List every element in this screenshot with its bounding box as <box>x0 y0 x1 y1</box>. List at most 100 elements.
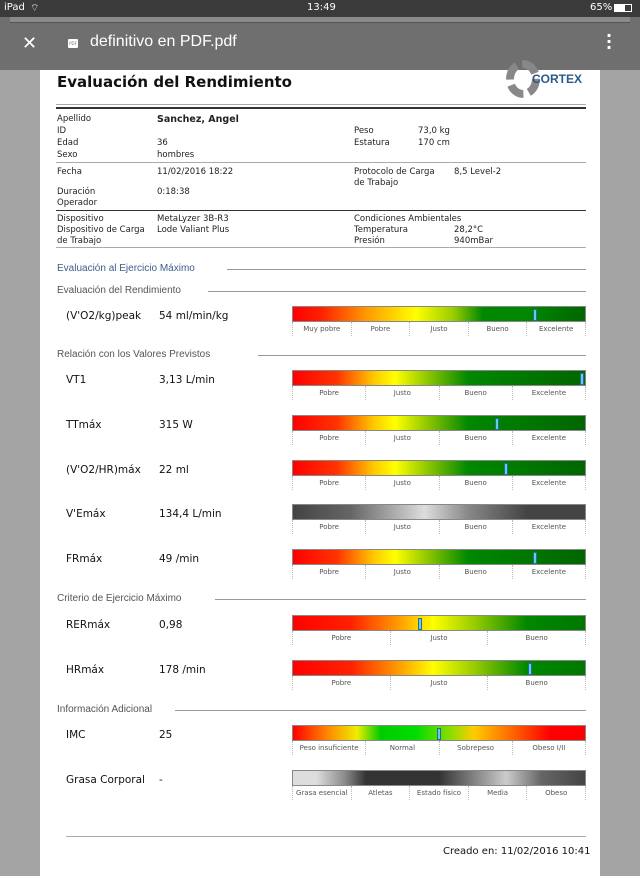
scale-tick-label: Justo <box>366 565 440 579</box>
edad: 36 <box>157 138 168 148</box>
scale-tick-label: Peso insuficiente <box>293 741 367 755</box>
value-marker <box>533 309 538 321</box>
duracion: 0:18:38 <box>157 187 190 197</box>
value-marker <box>580 373 585 385</box>
metric-label: (V'O2/HR)máx <box>66 464 141 476</box>
rating-scale: Peso insuficiente Normal Sobrepeso Obeso I/… <box>292 725 586 755</box>
scale-tick-label: Excelente <box>513 476 586 490</box>
protocolo-label: Protocolo de Carga de Trabajo <box>354 167 435 188</box>
scale-tick-label: Justo <box>391 676 489 690</box>
wifi-icon: ⌔ <box>30 3 40 14</box>
operador-label: Operador <box>57 198 98 208</box>
scale-tick-label: Pobre <box>352 322 411 336</box>
close-icon[interactable]: ✕ <box>22 33 38 54</box>
value-marker <box>504 463 509 475</box>
edad-label: Edad <box>57 138 79 148</box>
metric-label: FRmáx <box>66 553 103 565</box>
apellido-label: Apellido <box>57 114 92 124</box>
device-name: iPad <box>4 2 25 13</box>
section-heading: Relación con los Valores Previstos <box>57 349 211 360</box>
value-marker <box>495 418 500 430</box>
id-label: ID <box>57 126 67 136</box>
document-title: Evaluación del Rendimiento <box>57 73 292 91</box>
rating-bar <box>292 660 586 676</box>
pdf-viewer-toolbar: ✕ PDF definitivo en PDF.pdf · · · <box>0 17 640 70</box>
created-footer: Creado en: 11/02/2016 10:41 <box>443 846 591 857</box>
metric-value: 25 <box>159 729 173 741</box>
scale-tick-label: Excelente <box>527 322 586 336</box>
metric-label: TTmáx <box>66 419 102 431</box>
scale-tick-label: Bueno <box>440 386 513 400</box>
metric-label: Grasa Corporal <box>66 774 145 786</box>
duracion-label: Duración <box>57 187 96 197</box>
scale-tick-label: Grasa esencial <box>293 786 352 800</box>
cortex-logo: CORTEX <box>506 60 590 102</box>
value-marker <box>418 618 423 630</box>
presion: 940mBar <box>454 236 494 246</box>
apellido: Sanchez, Angel <box>157 114 239 125</box>
rating-scale: Pobre Justo Bueno Excelente <box>292 370 586 400</box>
scale-tick-label: Normal <box>366 741 440 755</box>
scale-tick-label: Justo <box>366 431 440 445</box>
dispositivo: MetaLyzer 3B-R3 <box>157 214 229 224</box>
rating-scale: Grasa esencial Atletas Estado físico Media O… <box>292 770 586 800</box>
metric-label: HRmáx <box>66 664 105 676</box>
sexo-label: Sexo <box>57 150 78 160</box>
scale-tick-label: Justo <box>410 322 469 336</box>
scale-tick-label: Media <box>469 786 528 800</box>
scale-tick-label: Atletas <box>352 786 411 800</box>
section-heading: Evaluación del Rendimiento <box>57 285 181 296</box>
rating-bar <box>292 615 586 631</box>
rating-bar <box>292 306 586 322</box>
sexo: hombres <box>157 150 195 160</box>
scale-tick-label: Excelente <box>513 520 586 534</box>
rating-scale: Pobre Justo Bueno Excelente <box>292 460 586 490</box>
rating-bar <box>292 460 586 476</box>
metric-value: 0,98 <box>159 619 183 631</box>
scale-tick-label: Pobre <box>293 631 391 645</box>
scale-tick-label: Bueno <box>440 431 513 445</box>
scale-tick-label: Pobre <box>293 676 391 690</box>
metric-label: (V'O2/kg)peak <box>66 310 142 322</box>
temp-label: Temperatura <box>354 225 409 235</box>
rating-scale: Pobre Justo Bueno <box>292 660 587 690</box>
value-marker <box>533 552 538 564</box>
scale-tick-label: Bueno <box>440 565 513 579</box>
metric-label: VT1 <box>66 374 87 386</box>
file-title: definitivo en PDF.pdf <box>90 33 237 50</box>
scale-tick-label: Obeso <box>527 786 586 800</box>
dispositivo-label: Dispositivo <box>57 214 104 224</box>
carga-label: Dispositivo de Carga de Trabajo <box>57 225 145 246</box>
rating-scale: Pobre Justo Bueno Excelente <box>292 415 586 445</box>
scale-tick-label: Bueno <box>440 520 513 534</box>
section-heading-main: Evaluación al Ejercicio Máximo <box>57 263 195 274</box>
value-marker <box>527 663 532 675</box>
carga: Lode Valiant Plus <box>157 225 230 235</box>
section-heading: Información Adicional <box>57 704 153 715</box>
value-marker <box>437 728 441 740</box>
scale-tick-label: Bueno <box>488 676 587 690</box>
rating-scale: Pobre Justo Bueno Excelente <box>292 549 586 579</box>
metric-value: 49 /min <box>159 553 200 565</box>
more-vert-icon[interactable]: · · · <box>606 26 613 57</box>
metric-value: 134,4 L/min <box>159 508 222 520</box>
rating-bar <box>292 370 586 386</box>
rating-bar <box>292 725 586 741</box>
rating-scale: Pobre Justo Bueno <box>292 615 587 645</box>
presion-label: Presión <box>354 236 385 246</box>
scale-tick-label: Pobre <box>293 386 367 400</box>
scale-tick-label: Excelente <box>513 431 586 445</box>
scale-tick-label: Justo <box>391 631 489 645</box>
scale-tick-label: Pobre <box>293 476 367 490</box>
protocolo: 8,5 Level-2 <box>454 167 502 177</box>
scale-tick-label: Obeso I/II <box>513 741 586 755</box>
metric-value: 54 ml/min/kg <box>159 310 229 322</box>
temp: 28,2°C <box>454 225 484 235</box>
metric-value: 22 ml <box>159 464 189 476</box>
battery-percent: 65% <box>590 2 613 13</box>
condiciones-label: Condiciones Ambientales <box>354 214 462 224</box>
scale-tick-label: Justo <box>366 520 440 534</box>
fecha-label: Fecha <box>57 167 82 177</box>
rating-bar <box>292 504 586 520</box>
metric-label: IMC <box>66 729 86 741</box>
